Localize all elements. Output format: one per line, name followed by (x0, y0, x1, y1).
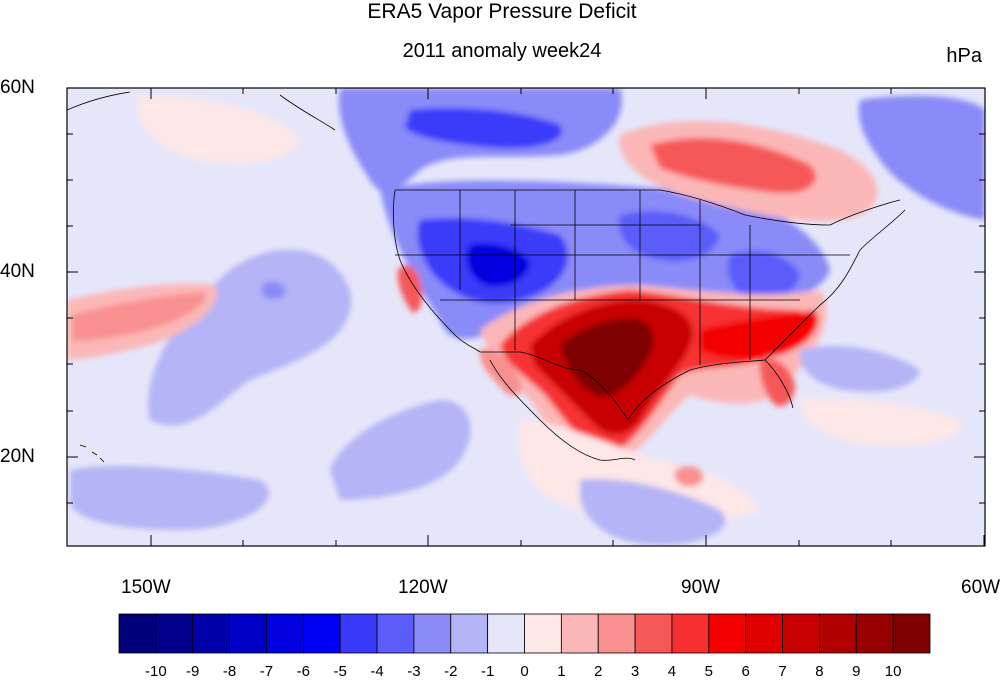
east-coast (764, 209, 906, 361)
colorbar-tick-label: 10 (885, 663, 902, 680)
map-title: ERA5 Vapor Pressure Deficit (367, 0, 637, 23)
ne-canada-negative (858, 95, 985, 220)
colorbar-swatch (782, 613, 820, 654)
gulf-pale-positive (518, 420, 760, 522)
colorbar-tick-label: -9 (186, 663, 199, 680)
midwest-negative (619, 211, 720, 262)
colorbar-swatch (597, 613, 636, 654)
state-lines (395, 190, 850, 365)
colorbar-swatch (892, 613, 931, 654)
colorbar-tick-label: 4 (668, 663, 676, 680)
lon-label-60w: 60W (961, 577, 1001, 598)
map-frame (66, 87, 986, 547)
ohio-valley-negative (727, 251, 800, 301)
colorbar-tick-label: -6 (297, 663, 310, 680)
colorbar-tick-label: -5 (334, 663, 347, 680)
colorbar-tick-label: 9 (852, 663, 860, 680)
colorbar-swatch (376, 613, 415, 654)
pacific-southwest-negative (70, 465, 269, 530)
nw-pacific-positive (137, 95, 300, 164)
lat-label-40n: 40N (0, 261, 35, 282)
colorbar-tick-label: 3 (631, 663, 639, 680)
colorbar-tick-label: -7 (260, 663, 273, 680)
california-positive (397, 265, 423, 313)
atlantic-negative (799, 346, 920, 392)
colorbar-swatch (302, 613, 341, 654)
alaska-coast (67, 91, 336, 131)
lon-label-150w: 150W (121, 577, 171, 598)
axis-ticks (67, 87, 985, 546)
colorbar-tick-label: -4 (370, 663, 383, 680)
canada-negative-core (405, 108, 562, 149)
map-subtitle: 2011 anomaly week24 (402, 40, 602, 62)
us-canada-border (395, 189, 901, 226)
colorbar-swatch (671, 613, 710, 654)
colorbar-swatch (229, 613, 267, 654)
us-mexico-border (480, 351, 629, 421)
texas-positive-max (560, 318, 654, 397)
colorbar-swatch (819, 613, 857, 654)
units-label: hPa (946, 45, 982, 67)
east-pacific-positive-core (72, 292, 206, 341)
lon-label-120w: 120W (398, 577, 448, 598)
colorbar-tick-label: -8 (223, 663, 236, 680)
colorbar-swatch (339, 613, 378, 654)
caribbean-positive (675, 466, 704, 487)
canada-east-positive-core (650, 137, 816, 194)
pacific-small-negative (262, 281, 286, 300)
anomaly-field (67, 88, 985, 545)
colorbar-tick-label: -10 (145, 663, 167, 680)
colorbar-swatch (560, 613, 599, 654)
colorbar-swatch (708, 613, 747, 654)
mexico-coast (489, 359, 636, 461)
colorbar-tick-label: 7 (778, 663, 786, 680)
colorbar-swatch (413, 613, 452, 654)
colorbar-swatch (192, 613, 230, 654)
colorbar-swatch (155, 613, 194, 654)
colorbar-swatch (524, 613, 562, 654)
colorbar-tick-label: -3 (407, 663, 420, 680)
colorbar-tick-label: 2 (594, 663, 602, 680)
colorbar-tick-label: 6 (742, 663, 750, 680)
colorbar-tick-label: 1 (557, 663, 565, 680)
us-west-coast (393, 189, 481, 353)
colorbar-swatch (745, 613, 783, 654)
atlantic-pale-positive (800, 398, 961, 447)
colorbar-tick-label: 8 (815, 663, 823, 680)
hawaii-islands (79, 444, 105, 463)
colorbar-tick-label: -2 (444, 663, 457, 680)
colorbar-swatch (450, 613, 489, 654)
lon-label-90w: 90W (681, 577, 721, 598)
rockies-negative-deep (466, 243, 530, 287)
political-boundaries (67, 91, 906, 463)
gulf-coast (627, 359, 794, 421)
colorbar-tick-label: 0 (520, 663, 528, 680)
eastern-pacific-south-negative (580, 479, 726, 545)
lat-label-60n: 60N (0, 77, 35, 98)
lat-label-20n: 20N (0, 446, 35, 467)
colorbar-swatch (634, 613, 673, 654)
southeast-positive (700, 310, 819, 360)
colorbar-tick-label: 5 (705, 663, 713, 680)
pacific-negative-region-south (330, 400, 471, 500)
pacific-negative-region (148, 249, 352, 426)
colorbar-swatch (118, 613, 157, 654)
colorbar-swatch (855, 613, 894, 654)
colorbar-swatch (266, 613, 304, 654)
florida-positive (759, 358, 795, 407)
colorbar-tick-label: -1 (481, 663, 494, 680)
colorbar-swatch (487, 613, 525, 654)
